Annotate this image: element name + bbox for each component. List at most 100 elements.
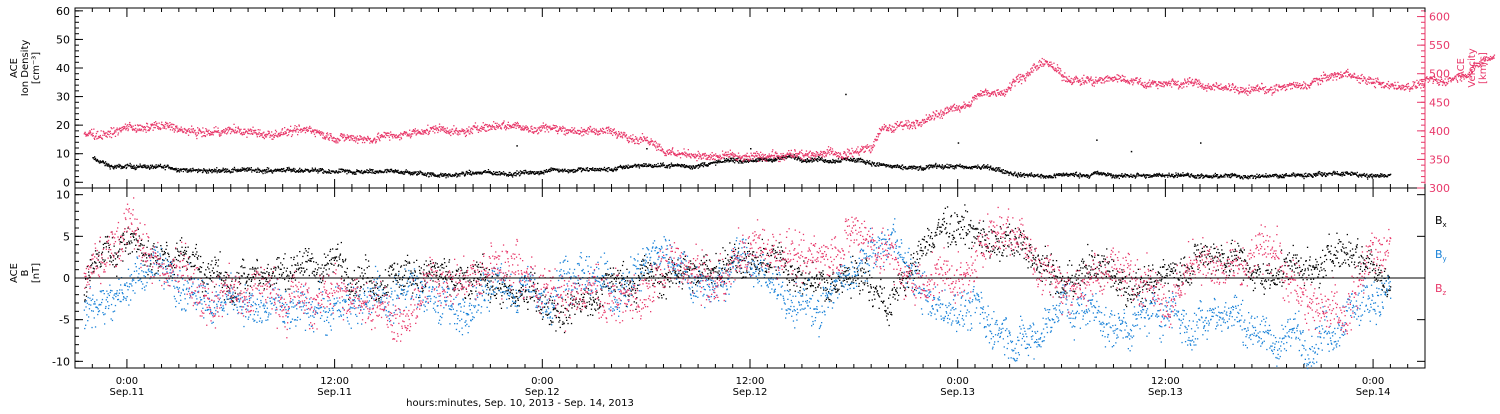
data-point [583,134,585,136]
data-point [817,152,819,154]
data-point [106,132,108,134]
data-point [773,158,775,160]
data-point [435,129,438,131]
data-point [611,168,613,170]
data-point [506,175,508,177]
data-point [597,134,599,136]
data-point [1100,173,1103,175]
data-point [1144,174,1146,177]
data-point [404,131,406,133]
data-point [551,127,553,129]
data-point [1274,173,1276,176]
data-point [432,172,434,174]
data-point [117,134,119,136]
data-point [1350,171,1352,173]
data-point [936,167,938,169]
data-point [809,156,811,159]
data-point [418,132,420,134]
data-point [714,158,716,160]
data-point [344,139,346,141]
data-point [691,166,693,168]
data-point [982,167,985,169]
data-point [1189,176,1191,178]
data-point [860,158,862,161]
data-point [761,160,763,162]
data-point [197,132,200,135]
data-point [147,126,149,128]
data-point [142,164,145,166]
data-point [899,166,901,168]
data-point [222,170,224,172]
data-point [1034,175,1036,177]
data-point [694,167,696,169]
data-point [525,127,527,129]
data-point [692,154,694,156]
data-point [485,124,487,126]
data-point [785,156,788,159]
data-point [857,161,859,163]
data-point [839,160,841,162]
data-point [152,124,155,126]
data-point [862,146,865,148]
data-point [1290,175,1292,177]
data-point [445,129,447,131]
data-point [149,128,151,130]
data-point [403,173,405,175]
data-point [873,141,875,143]
data-point [374,139,376,141]
data-point [288,166,290,169]
data-point [872,146,874,148]
data-point [251,171,253,173]
data-point [281,128,284,130]
data-point [731,151,734,154]
data-point [665,154,667,157]
data-point [589,126,592,128]
data-point [883,128,885,130]
data-point [605,168,607,170]
data-point [873,162,876,164]
data-point [155,121,157,123]
data-point [1194,177,1196,179]
data-point [776,157,779,160]
data-point [866,144,869,146]
data-point [923,168,925,170]
data-point [126,166,128,169]
data-point [731,157,733,159]
data-point [833,160,836,162]
data-point [339,171,341,173]
data-point [245,168,247,170]
data-point [944,109,946,111]
data-point [132,125,134,127]
data-point [660,150,663,152]
data-point [548,170,550,172]
data-point [573,128,575,131]
data-point [275,170,277,172]
data-point [461,171,463,173]
data-point [1137,173,1139,175]
data-point [134,129,136,132]
data-point [586,167,589,169]
data-point [154,127,156,129]
data-point [899,122,901,124]
data-point [313,129,315,132]
data-point [457,175,459,177]
data-point [1189,175,1191,177]
data-point [885,129,888,132]
data-point [120,166,123,168]
data-point [1154,175,1156,177]
data-point [228,126,230,128]
data-point [234,132,236,134]
data-point [850,153,853,155]
data-point [310,170,312,172]
data-point [337,172,339,174]
data-point [148,129,150,132]
data-point [777,155,779,158]
data-point [517,123,519,125]
data-point [727,159,730,161]
data-point [729,159,731,162]
data-point [446,127,448,129]
data-point [967,166,969,169]
data-point [698,166,701,168]
data-point [768,153,770,155]
data-point [574,171,577,173]
